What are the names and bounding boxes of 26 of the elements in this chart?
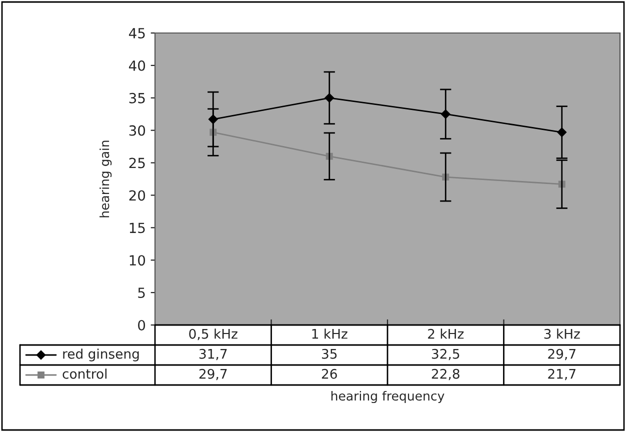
- y-tick-label: 0: [138, 320, 146, 330]
- data-label: 22,8: [432, 368, 460, 380]
- legend-label: red ginseng: [63, 348, 139, 362]
- y-tick-label: 45: [128, 28, 145, 38]
- y-tick-label: 20: [129, 190, 146, 201]
- x-tick-label: 2 kHz: [428, 328, 464, 339]
- data-label: 21,7: [548, 368, 576, 380]
- x-axis-title: hearing frequency: [331, 390, 444, 404]
- y-tick-label: 10: [130, 255, 146, 266]
- x-tick-label: 3 kHz: [544, 328, 580, 339]
- x-tick-label: 0,5 kHz: [189, 328, 238, 340]
- y-tick-label: 40: [128, 60, 146, 71]
- legend-label: control: [62, 368, 106, 379]
- data-label: 26: [322, 368, 337, 379]
- y-tick-label: 30: [129, 125, 146, 136]
- y-tick-label: 15: [130, 222, 145, 234]
- y-axis-title: hearing gain: [100, 140, 112, 218]
- data-label: 32,5: [432, 348, 460, 360]
- data-label: 29,7: [199, 368, 227, 380]
- y-tick-label: 5: [138, 288, 145, 298]
- data-label: 29,7: [548, 348, 576, 360]
- y-tick-label: 25: [129, 158, 145, 168]
- y-tick-label: 35: [129, 92, 145, 104]
- data-label: 31,7: [199, 348, 227, 360]
- x-tick-label: 1 kHz: [312, 328, 348, 339]
- data-label: 35: [322, 348, 337, 359]
